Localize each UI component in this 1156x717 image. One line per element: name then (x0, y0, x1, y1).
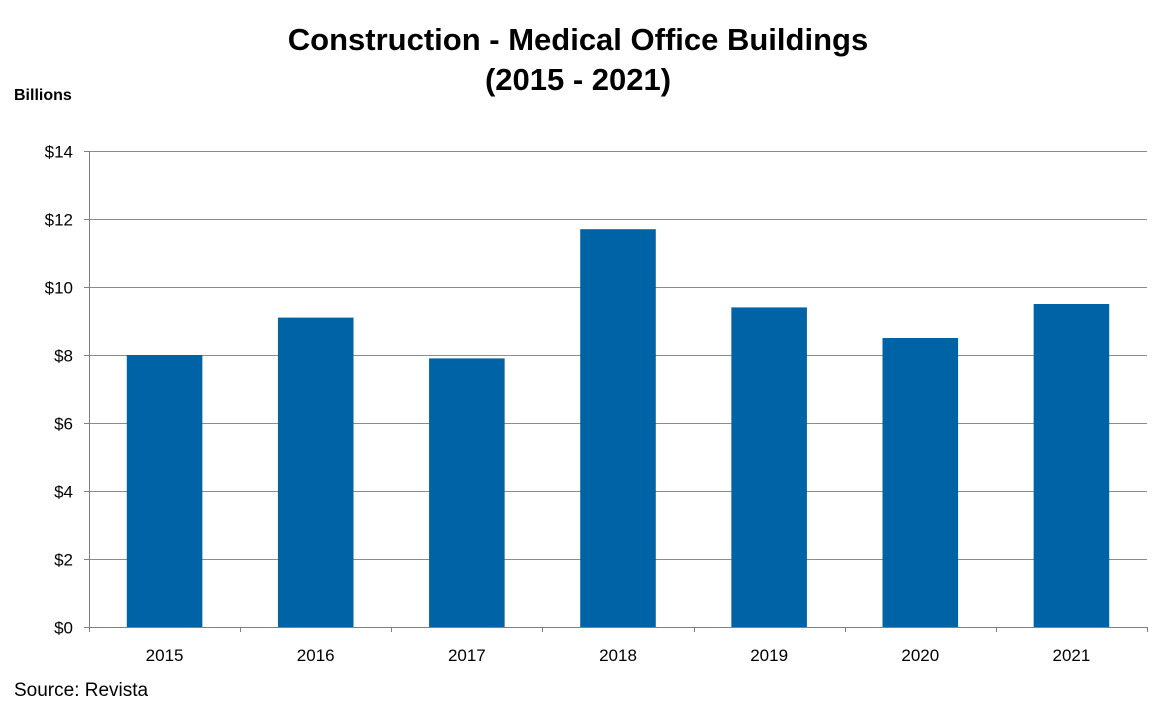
chart-title-line1: Construction - Medical Office Buildings (287, 22, 869, 57)
y-tick-labels: $0 $2 $4 $6 $8 $10 $12 $14 (45, 143, 73, 638)
bar-2015 (126, 355, 203, 627)
y-axis-label: Billions (14, 87, 72, 104)
bar-2020 (882, 338, 959, 627)
y-tick-label: $10 (45, 279, 73, 298)
x-tick-label: 2015 (146, 646, 184, 665)
bar-2017 (429, 358, 505, 627)
y-tick-label: $6 (54, 415, 73, 434)
y-tick-label: $2 (54, 551, 73, 570)
bar-2018 (580, 229, 656, 627)
bar-2019 (731, 307, 807, 627)
y-tick-label: $14 (45, 143, 73, 162)
bar-2021 (1033, 304, 1110, 627)
x-tick-label: 2017 (448, 646, 486, 665)
y-tick-label: $8 (54, 347, 73, 366)
axes (84, 151, 1148, 632)
y-tick-label: $4 (54, 483, 73, 502)
y-tick-label: $12 (45, 211, 73, 230)
bar-2016 (277, 317, 354, 627)
x-tick-label: 2019 (750, 646, 788, 665)
chart-title: Construction - Medical Office Buildings … (0, 20, 1156, 100)
y-tick-label: $0 (54, 619, 73, 638)
x-tick-label: 2021 (1053, 646, 1091, 665)
source-note: Source: Revista (14, 680, 149, 701)
x-tick-label: 2018 (599, 646, 637, 665)
x-tick-labels: 2015 2016 2017 2018 2019 2020 2021 (146, 646, 1091, 665)
chart-title-line2: (2015 - 2021) (484, 62, 672, 97)
bars (126, 229, 1110, 627)
x-tick-label: 2016 (297, 646, 335, 665)
x-tick-label: 2020 (901, 646, 939, 665)
